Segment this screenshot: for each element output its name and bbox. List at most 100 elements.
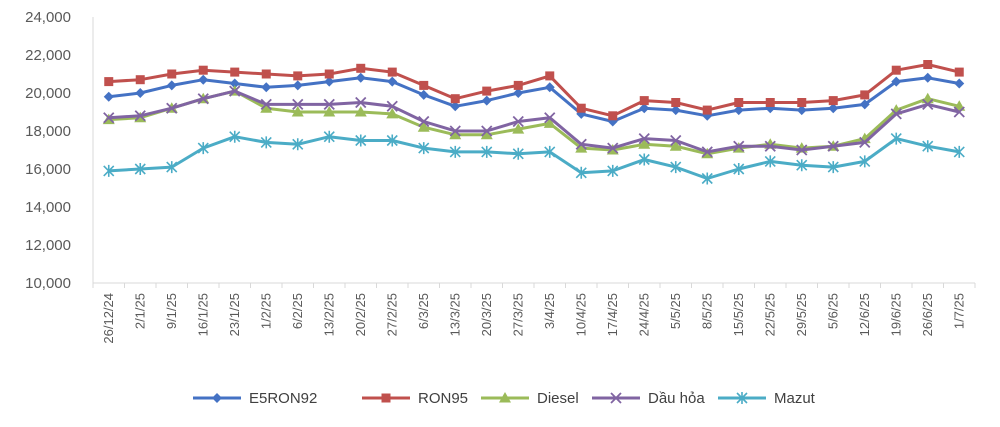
y-tick-label: 18,000	[25, 123, 71, 140]
series-line	[108, 63, 960, 118]
data-point	[324, 76, 335, 87]
data-point	[702, 105, 712, 115]
data-point	[921, 92, 934, 104]
data-point	[544, 145, 556, 158]
data-point	[638, 138, 651, 149]
data-point	[859, 136, 871, 149]
data-point	[230, 67, 240, 77]
data-point	[355, 96, 367, 109]
data-point	[670, 134, 682, 147]
data-point	[419, 80, 429, 90]
data-point	[512, 115, 524, 128]
x-tick-label: 12/6/25	[857, 293, 872, 336]
series-line	[108, 135, 960, 180]
data-point	[418, 89, 429, 100]
x-tick-label: 13/3/25	[447, 293, 462, 336]
data-point	[261, 82, 272, 93]
data-point	[386, 100, 398, 112]
data-point	[859, 99, 870, 110]
x-tick-label: 5/6/25	[825, 293, 840, 329]
data-point	[229, 85, 241, 97]
data-point	[922, 140, 934, 153]
data-point	[512, 147, 524, 160]
data-point	[669, 140, 682, 151]
data-point	[639, 103, 650, 114]
x-tick-label: 23/1/25	[227, 293, 242, 336]
series-group	[102, 60, 966, 185]
data-point	[638, 153, 650, 166]
data-point	[450, 101, 461, 112]
data-point	[356, 63, 366, 73]
data-point	[701, 172, 713, 185]
data-point	[764, 155, 776, 168]
data-point	[449, 125, 461, 137]
data-point	[608, 111, 618, 121]
data-point	[197, 93, 209, 105]
data-point	[513, 88, 524, 98]
y-tick-label: 12,000	[25, 237, 71, 254]
data-point	[260, 98, 272, 111]
data-point	[198, 74, 209, 85]
data-point	[323, 98, 335, 111]
data-point	[354, 106, 367, 117]
data-point	[607, 142, 619, 154]
data-point	[891, 65, 901, 75]
y-tick-label: 22,000	[25, 47, 71, 64]
data-point	[387, 76, 398, 87]
x-tick-label: 13/2/25	[321, 293, 336, 336]
series-line	[108, 89, 960, 154]
data-point	[387, 67, 397, 77]
data-point	[261, 69, 271, 79]
data-point	[260, 102, 273, 113]
data-point	[323, 106, 336, 117]
legend-label: Diesel	[537, 390, 579, 407]
legend-marker	[499, 392, 511, 403]
data-point	[135, 88, 146, 98]
data-point	[796, 144, 808, 156]
data-point	[386, 134, 398, 147]
x-tick-label: 22/5/25	[762, 293, 777, 336]
data-point	[575, 138, 587, 150]
data-point	[418, 142, 430, 155]
x-axis-ticks: 26/12/24 2/1/25 9/1/25 16/1/25 23/1/25 1/2/25…	[92, 283, 976, 344]
y-tick-label: 24,000	[25, 9, 71, 26]
data-point	[796, 105, 807, 116]
x-tick-label: 8/5/25	[699, 293, 714, 329]
data-point	[166, 161, 178, 174]
data-point	[323, 130, 335, 143]
data-point	[167, 69, 177, 79]
y-tick-label: 16,000	[25, 161, 71, 178]
series-2	[104, 60, 964, 121]
legend-marker	[736, 392, 748, 404]
data-point	[891, 76, 902, 87]
x-tick-label: 26/6/25	[920, 293, 935, 336]
y-tick-label: 20,000	[25, 85, 71, 102]
legend-item: Mazut	[718, 390, 816, 407]
data-point	[575, 142, 588, 153]
x-tick-label: 27/3/25	[510, 293, 525, 336]
x-tick-label: 16/1/25	[195, 293, 210, 336]
data-point	[481, 95, 492, 106]
data-point	[229, 78, 240, 89]
data-point	[733, 140, 745, 152]
data-point	[103, 91, 114, 102]
data-point	[576, 103, 586, 113]
data-point	[797, 98, 807, 107]
data-point	[954, 78, 965, 89]
legend-label: E5RON92	[249, 390, 317, 407]
legend-item: E5RON92	[193, 390, 317, 407]
legend-marker	[212, 393, 222, 403]
x-tick-label: 6/2/25	[290, 293, 305, 329]
data-point	[355, 134, 367, 147]
x-tick-label: 1/7/25	[951, 293, 966, 329]
data-point	[639, 96, 649, 106]
data-point	[733, 163, 745, 175]
data-point	[827, 140, 839, 152]
data-point	[480, 128, 493, 140]
data-point	[765, 98, 775, 107]
series-1	[103, 72, 965, 127]
data-point	[607, 164, 619, 177]
data-point	[135, 75, 145, 85]
x-tick-label: 17/4/25	[605, 293, 620, 336]
